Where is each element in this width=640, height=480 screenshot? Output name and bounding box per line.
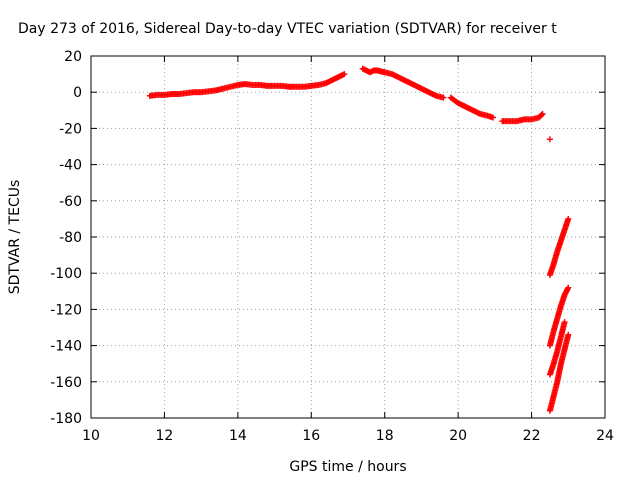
y-tick-label: -160 [50,375,82,391]
x-tick-label: 16 [302,428,320,444]
data-point [546,136,553,143]
y-tick-label: -140 [50,339,82,355]
y-tick-label: 0 [73,85,82,101]
data-point [440,94,447,101]
data-point [565,215,572,222]
y-tick-label: -80 [59,230,82,246]
y-axis-label: SDTVAR / TECUs [7,180,23,295]
ticks: 10 12 14 16 18 20 22 24 20 0 -20 -40 -60 -80 -100 -120 -… [50,49,614,444]
data-point [490,114,497,121]
x-tick-label: 12 [156,428,174,444]
data-point [341,71,348,78]
data-point [561,319,568,326]
y-tick-label: -180 [50,411,82,427]
y-tick-label: -20 [59,121,82,137]
y-tick-label: -120 [50,302,82,318]
y-tick-label: -60 [59,194,82,210]
grid [91,56,605,418]
data-point [538,111,545,118]
data-points [146,65,572,414]
x-tick-label: 14 [229,428,247,444]
x-tick-label: 10 [82,428,100,444]
x-axis-label: GPS time / hours [289,459,406,475]
x-tick-label: 20 [449,428,467,444]
x-tick-label: 18 [376,428,394,444]
data-point [565,331,572,338]
chart-title: Day 273 of 2016, Sidereal Day-to-day VTE… [18,21,557,37]
x-tick-label: 24 [596,428,614,444]
x-tick-label: 22 [523,428,541,444]
data-point [565,284,572,291]
y-tick-label: -100 [50,266,82,282]
y-tick-label: 20 [64,49,82,65]
y-tick-label: -40 [59,158,82,174]
data-point [539,110,546,117]
